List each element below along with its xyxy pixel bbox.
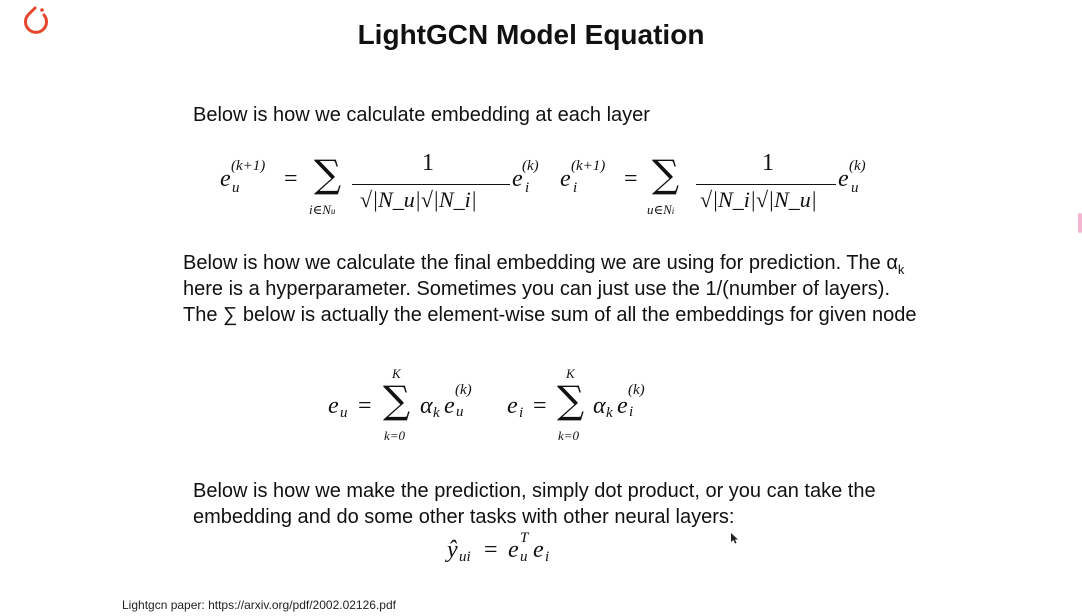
- sum-upper: K: [392, 366, 401, 381]
- eq-term: e: [328, 393, 339, 419]
- eq-equals: =: [484, 537, 498, 563]
- fraction-bar: [352, 184, 510, 185]
- paper-reference: Lightgcn paper: https://arxiv.org/pdf/20…: [122, 598, 396, 612]
- sum-symbol: ∑: [652, 152, 680, 196]
- sum-symbol: ∑: [383, 378, 411, 422]
- fraction-denominator: √|N_u|√|N_i|: [360, 187, 477, 212]
- eq-sub: i: [519, 405, 524, 421]
- sum-lower: k=0: [384, 428, 406, 443]
- eq-term: e: [838, 166, 849, 192]
- eq-sub: u: [520, 549, 528, 565]
- eq-sub: k: [606, 405, 613, 421]
- slide-title: LightGCN Model Equation: [357, 19, 705, 50]
- eq-sub: u: [340, 405, 348, 421]
- eq-equals: =: [624, 166, 638, 192]
- eq-sup: (k): [849, 158, 866, 174]
- sum-symbol: ∑: [314, 152, 342, 196]
- eq-term: e: [508, 537, 519, 563]
- eq-sub: u: [456, 404, 464, 420]
- eq-equals: =: [358, 393, 372, 419]
- section1-text: Below is how we calculate embedding at e…: [193, 104, 650, 126]
- eq-equals: =: [533, 393, 547, 419]
- eq-term: e: [220, 166, 231, 192]
- eq-sup: (k+1): [231, 158, 266, 174]
- eq-term: e: [507, 393, 518, 419]
- fraction-numerator: 1: [422, 150, 434, 176]
- mouse-cursor-icon: [731, 533, 738, 544]
- section2-line1: Below is how we calculate the final embe…: [183, 252, 905, 277]
- eq-sup: (k): [522, 158, 539, 174]
- eq-sub: i: [545, 549, 550, 565]
- sum-upper: K: [566, 366, 575, 381]
- eq-sub: ui: [459, 549, 471, 565]
- eq-sub: k: [433, 405, 440, 421]
- sum-lower: k=0: [558, 428, 580, 443]
- eq-alpha: α: [593, 393, 606, 419]
- fraction-numerator: 1: [762, 150, 774, 176]
- eq-sub: u: [851, 180, 859, 196]
- sum-symbol: ∑: [557, 378, 585, 422]
- pytorch-logo-icon: [24, 6, 48, 34]
- eq-sub: i: [573, 180, 578, 196]
- eq-sup: (k+1): [571, 158, 606, 174]
- eq-sub: u: [232, 180, 240, 196]
- fraction-bar: [696, 184, 836, 185]
- eq-alpha: α: [420, 393, 433, 419]
- eq-term: e: [617, 393, 628, 419]
- scrollbar-thumb[interactable]: [1078, 213, 1082, 233]
- eq-sup: T: [520, 530, 529, 546]
- section2-line3: The ∑ below is actually the element-wise…: [183, 304, 917, 326]
- sum-subscript: u∈Ni: [647, 202, 675, 217]
- eq-sub: i: [629, 404, 634, 420]
- eq-sub: i: [525, 180, 530, 196]
- section3-line2: embedding and do some other tasks with o…: [193, 506, 735, 528]
- sum-subscript: i∈Nu: [309, 202, 336, 217]
- eq-term: e: [512, 166, 523, 192]
- eq-term: e: [444, 393, 455, 419]
- eq-sup: (k): [455, 382, 472, 398]
- eq-sup: (k): [628, 382, 645, 398]
- section2-line2: here is a hyperparameter. Sometimes you …: [183, 278, 891, 300]
- eq-term: e: [533, 537, 544, 563]
- eq-equals: =: [284, 166, 298, 192]
- eq-term: e: [560, 166, 571, 192]
- fraction-denominator: √|N_i|√|N_u|: [700, 187, 817, 212]
- eq-term: ŷ: [447, 537, 458, 563]
- section3-line1: Below is how we make the prediction, sim…: [193, 480, 876, 502]
